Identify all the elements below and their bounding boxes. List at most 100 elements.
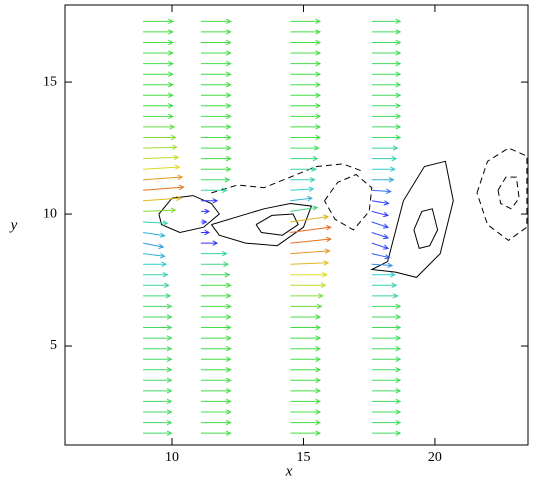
vector-arrow [290,356,322,362]
vector-arrow [290,145,320,151]
vector-arrow [200,430,232,436]
vector-arrow [200,103,232,109]
vector-arrow [371,124,402,130]
vector-arrow [200,282,232,289]
vector-arrow [200,303,232,310]
vector-arrow [200,229,211,236]
contour [255,213,299,236]
vector-arrow [290,335,322,341]
vector-arrow [290,272,328,278]
vector-arrow [200,18,232,25]
vector-arrow [371,282,398,289]
contour [324,173,373,231]
vector-arrow [200,50,232,56]
vector-arrow [290,430,322,436]
vector-arrow [143,39,174,46]
vector-arrow [143,220,169,226]
vector-arrow [371,92,402,98]
vector-arrow [143,335,173,341]
vector-arrow [371,134,402,141]
vector-arrow [290,248,331,255]
vector-arrow [371,253,391,260]
vector-arrow [290,225,332,233]
vector-arrow [143,419,173,426]
vector-arrow [371,221,390,229]
vector-arrow [290,113,322,120]
vector-arrow [371,324,402,331]
vector-arrow [143,207,177,213]
vector-arrow [290,71,322,77]
vector-arrow [290,134,322,141]
vector-arrow [290,60,322,67]
vector-arrow [200,198,219,204]
vector-arrow [371,113,402,120]
vector-arrow [371,272,396,278]
vector-arrow [143,356,173,362]
vector-arrow [143,253,166,259]
vector-arrow [200,124,232,130]
vector-arrow [200,324,232,331]
vector-arrow [143,134,177,141]
vector-arrow [200,71,232,77]
contour [497,176,520,210]
y-tick-label: 15 [43,74,57,89]
vector-arrow [143,124,176,130]
vector-arrow [290,186,315,192]
contour [370,160,454,278]
vector-arrow [290,324,322,331]
vector-arrow [200,155,232,162]
vector-arrow [371,419,402,426]
vector-arrow [290,103,322,109]
vector-arrow [290,367,322,373]
vector-arrow [371,39,402,46]
vector-arrow [200,345,232,352]
vector-arrow [371,388,402,394]
vector-arrow [143,103,174,109]
vector-arrow [290,377,322,384]
vector-arrow [290,282,327,289]
vector-arrow [200,388,232,394]
vector-arrow [371,50,402,56]
vector-arrow [143,242,165,249]
vector-arrow [143,164,181,170]
vector-arrow [371,71,402,77]
x-tick-label: 15 [296,450,310,465]
vector-arrow [143,174,184,181]
vector-arrow [143,81,174,88]
vector-arrow [371,188,392,195]
vector-arrow [290,18,322,25]
vector-arrow [143,398,173,405]
vector-arrow [290,81,322,88]
vector-arrow [143,293,172,299]
vector-arrow [290,39,322,46]
vector-arrow [200,60,232,67]
vector-arrow [200,240,219,246]
vector-arrow [290,303,323,310]
vector-arrow [290,409,322,415]
vector-arrow [200,314,232,320]
contour [211,163,365,194]
vector-arrow [371,293,399,299]
vector-arrow [290,195,313,202]
vector-arrow [143,377,173,384]
vector-arrow [143,60,174,67]
y-tick-label: 5 [50,338,57,353]
vector-arrow [290,124,322,130]
vector-arrow [200,367,232,373]
x-tick-label: 10 [165,450,179,465]
contour [476,147,528,242]
vector-arrow [371,200,390,206]
vector-arrow [371,232,390,240]
vector-arrow [143,388,173,394]
vector-arrow [371,103,402,109]
vector-arrow [200,29,232,35]
vector-arrow [290,92,322,98]
vector-arrow [200,187,228,194]
vector-arrow [143,272,169,278]
vector-arrow [200,419,232,426]
y-axis-label: y [9,217,18,233]
vector-arrow [371,398,402,405]
vector-arrow [290,398,322,405]
vector-arrow [371,18,402,25]
